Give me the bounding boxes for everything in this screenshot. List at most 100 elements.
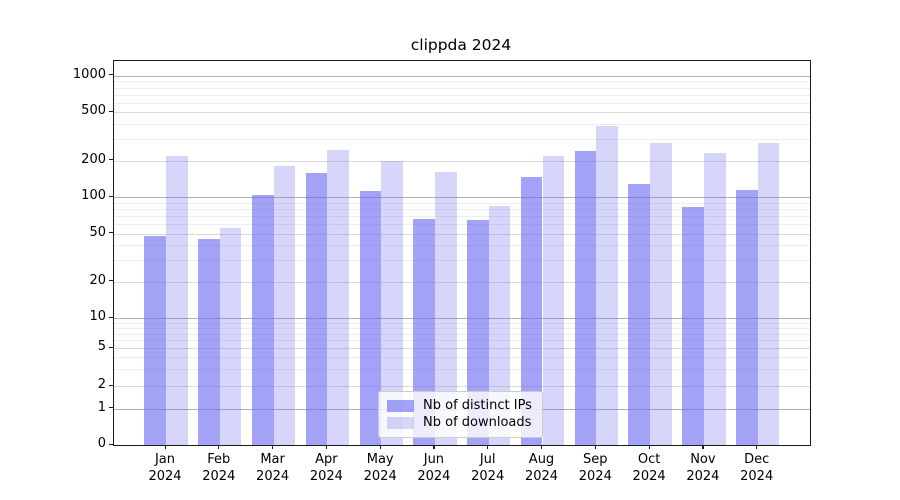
y-tick-500 — [109, 110, 113, 112]
legend-swatch-distinct-ips — [387, 400, 414, 412]
y-tick-label-10: 10 — [89, 309, 106, 325]
y-tick-1000 — [109, 74, 113, 76]
gridline-minor — [114, 102, 810, 104]
chart-title: clippda 2024 — [410, 36, 512, 54]
x-tick-jul — [487, 445, 489, 449]
y-tick-20 — [109, 280, 113, 282]
bar-jan-downloads — [166, 155, 188, 445]
x-tick-dec — [756, 445, 758, 449]
y-tick-label-200: 200 — [81, 151, 106, 167]
bar-sep-downloads — [596, 125, 618, 445]
bar-nov-downloads — [703, 152, 726, 445]
gridline-minor — [114, 327, 810, 329]
gridline-minor — [114, 333, 810, 335]
bar-jul-downloads — [488, 205, 511, 445]
x-tick-label-may: May 2024 — [363, 452, 397, 484]
y-tick-label-100: 100 — [81, 188, 106, 203]
x-tick-label-jul: Jul 2024 — [471, 452, 505, 484]
legend-swatch-downloads — [387, 417, 414, 429]
gridline-200 — [114, 160, 810, 162]
bar-dec-distinct-ips — [736, 190, 758, 445]
gridline-minor — [114, 260, 810, 262]
gridline-minor — [114, 94, 810, 96]
y-tick-1 — [109, 407, 113, 409]
y-tick-label-1000: 1000 — [72, 66, 106, 82]
gridline-minor — [114, 81, 810, 83]
bar-jun-distinct-ips — [413, 218, 435, 445]
gridline-minor — [114, 215, 810, 217]
x-tick-feb — [218, 445, 220, 449]
y-tick-100 — [109, 195, 113, 197]
y-tick-2 — [109, 384, 113, 386]
y-tick-10 — [109, 316, 113, 318]
bar-mar-distinct-ips — [251, 195, 274, 445]
gridline-minor — [114, 202, 810, 204]
bar-mar-downloads — [273, 165, 296, 445]
y-tick-label-50: 50 — [89, 224, 106, 240]
x-tick-sep — [594, 445, 596, 449]
x-tick-oct — [648, 445, 650, 449]
gridline-2 — [114, 386, 810, 387]
bar-nov-distinct-ips — [682, 206, 704, 445]
x-tick-apr — [325, 445, 328, 449]
bar-feb-downloads — [219, 227, 242, 445]
x-tick-label-nov: Nov 2024 — [686, 452, 720, 484]
y-tick-0 — [109, 443, 113, 445]
gridline-5 — [114, 348, 810, 349]
x-tick-label-aug: Aug 2024 — [524, 452, 559, 484]
x-tick-aug — [541, 445, 543, 449]
y-tick-label-5: 5 — [97, 339, 106, 354]
x-tick-nov — [702, 445, 704, 449]
gridline-minor — [114, 124, 810, 125]
x-tick-jan — [164, 445, 166, 449]
x-tick-label-oct: Oct 2024 — [632, 452, 666, 484]
bar-may-distinct-ips — [359, 191, 382, 445]
bar-dec-downloads — [757, 143, 780, 445]
legend-item-downloads: Nb of downloads — [386, 415, 535, 431]
gridline-minor — [114, 139, 810, 141]
bar-jun-downloads — [434, 171, 457, 445]
y-tick-label-2: 2 — [97, 377, 106, 392]
gridline-minor — [114, 322, 810, 324]
x-tick-label-mar: Mar 2024 — [256, 452, 290, 484]
y-tick-label-1: 1 — [97, 399, 106, 415]
y-tick-label-0: 0 — [97, 436, 106, 451]
gridline-minor — [114, 208, 810, 210]
x-tick-may — [379, 445, 381, 449]
bar-feb-distinct-ips — [198, 239, 220, 445]
gridline-minor — [114, 223, 810, 225]
gridline-1000 — [114, 75, 810, 77]
y-tick-label-20: 20 — [89, 272, 106, 288]
bar-sep-distinct-ips — [574, 151, 597, 445]
gridline-minor — [114, 357, 810, 359]
gridline-minor — [114, 369, 810, 371]
x-tick-label-jan: Jan 2024 — [148, 452, 182, 484]
x-tick-label-sep: Sep 2024 — [578, 452, 612, 484]
gridline-10 — [114, 318, 810, 320]
x-tick-label-dec: Dec 2024 — [740, 452, 774, 484]
y-tick-5 — [109, 346, 113, 348]
bar-apr-distinct-ips — [305, 172, 328, 445]
legend-item-distinct-ips: Nb of distinct IPs — [386, 398, 535, 414]
bar-jan-distinct-ips — [144, 235, 166, 445]
y-tick-label-500: 500 — [81, 103, 106, 119]
gridline-minor — [114, 340, 810, 342]
x-tick-mar — [272, 445, 274, 449]
gridline-100 — [114, 197, 810, 198]
x-tick-jun — [433, 445, 435, 449]
gridline-minor — [114, 245, 810, 247]
bar-aug-downloads — [542, 155, 565, 445]
gridline-500 — [114, 112, 810, 114]
bar-oct-downloads — [650, 142, 672, 445]
gridline-20 — [114, 281, 810, 283]
legend: Nb of distinct IPs Nb of downloads — [378, 391, 543, 438]
gridline-minor — [114, 87, 810, 89]
y-tick-200 — [109, 159, 113, 161]
bar-aug-distinct-ips — [520, 177, 543, 445]
x-tick-label-jun: Jun 2024 — [417, 452, 451, 484]
gridline-50 — [114, 233, 810, 235]
bar-oct-distinct-ips — [628, 183, 651, 445]
x-tick-label-apr: Apr 2024 — [309, 452, 343, 484]
plot-area — [113, 60, 811, 446]
